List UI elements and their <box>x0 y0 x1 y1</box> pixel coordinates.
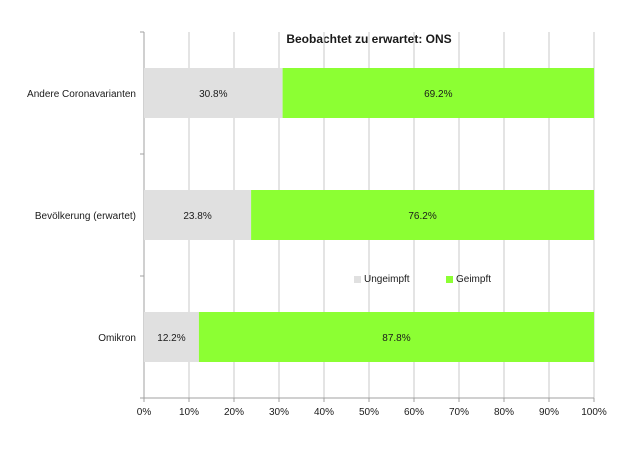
legend-item-ungeimpft: Ungeimpft <box>354 274 410 285</box>
bar-geimpft <box>282 68 594 118</box>
x-tick-label: 30% <box>269 407 289 418</box>
y-category-label: Bevölkerung (erwartet) <box>35 211 136 222</box>
x-tick-label: 20% <box>224 407 244 418</box>
legend-swatch-ungeimpft <box>354 276 361 283</box>
x-tick-label: 50% <box>359 407 379 418</box>
bar-data-label: 76.2% <box>408 211 436 222</box>
bar-data-label: 30.8% <box>199 89 227 100</box>
x-tick-label: 60% <box>404 407 424 418</box>
legend-swatch-geimpft <box>446 276 453 283</box>
legend-item-geimpft: Geimpft <box>446 274 491 285</box>
bar-ungeimpft <box>144 190 252 240</box>
legend-label-ungeimpft: Ungeimpft <box>364 274 410 285</box>
bar-data-label: 23.8% <box>183 211 211 222</box>
x-tick-label: 40% <box>314 407 334 418</box>
x-tick-label: 100% <box>581 407 607 418</box>
bar-data-label: 12.2% <box>157 333 185 344</box>
bar-geimpft <box>251 190 594 240</box>
x-tick-label: 0% <box>137 407 152 418</box>
bar-ungeimpft <box>144 312 199 362</box>
x-tick-label: 70% <box>449 407 469 418</box>
x-tick-label: 90% <box>539 407 559 418</box>
y-category-label: Omikron <box>98 333 136 344</box>
x-tick-label: 10% <box>179 407 199 418</box>
y-category-label: Andere Coronavarianten <box>27 89 136 100</box>
bar-geimpft <box>198 312 594 362</box>
bar-ungeimpft <box>144 68 283 118</box>
x-tick-label: 80% <box>494 407 514 418</box>
legend-label-geimpft: Geimpft <box>456 274 492 285</box>
bar-data-label: 69.2% <box>424 89 452 100</box>
bar-data-label: 87.8% <box>382 333 410 344</box>
